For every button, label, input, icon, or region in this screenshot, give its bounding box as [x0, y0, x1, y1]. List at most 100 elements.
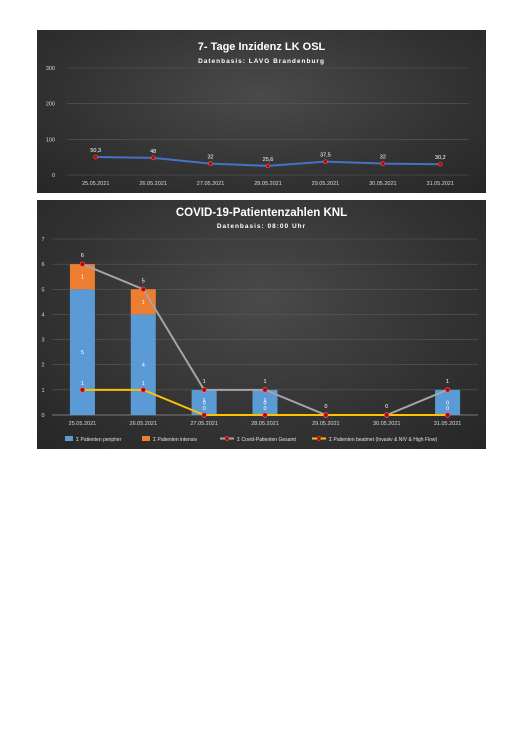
patients-line-label: 1 — [263, 379, 266, 385]
patients-line-point — [201, 412, 207, 418]
incidence-x-tick: 28.05.2021 — [254, 181, 282, 187]
patients-line-point — [79, 387, 86, 393]
patients-line-label: 1 — [81, 381, 84, 387]
patients-bar-label: 0 — [203, 400, 206, 406]
patients-line-point — [444, 412, 451, 418]
incidence-point — [150, 155, 156, 161]
patients-bar-label: 1 — [81, 275, 84, 281]
patients-legend: Σ Patienten peripher Σ Patienten intensiv… — [65, 436, 437, 443]
incidence-x-tick: 29.05.2021 — [312, 181, 340, 187]
patients-line-point — [323, 412, 329, 418]
patients-line-point — [140, 286, 146, 292]
incidence-data-label: 48 — [150, 149, 156, 155]
patients-bar-label: 1 — [142, 300, 145, 306]
patients-x-tick: 27.05.2021 — [190, 421, 218, 427]
patients-x-tick: 30.05.2021 — [373, 421, 401, 427]
patients-line-point — [384, 412, 390, 418]
incidence-chart: 7- Tage Inzidenz LK OSL Datenbasis: LAVG… — [46, 41, 469, 187]
patients-line-point — [201, 387, 207, 393]
legend-label: Σ Patienten peripher — [76, 437, 122, 443]
patients-line-point — [79, 261, 86, 267]
patients-y-tick: 1 — [41, 388, 44, 394]
incidence-data-label: 32 — [380, 155, 386, 161]
legend-marker — [224, 436, 230, 441]
patients-x-tick: 31.05.2021 — [434, 421, 462, 427]
patients-bar-label: 1 — [263, 398, 266, 404]
patients-line-point — [262, 387, 268, 393]
incidence-chart-panel: 7- Tage Inzidenz LK OSL Datenbasis: LAVG… — [37, 30, 486, 193]
incidence-data-label: 50,3 — [90, 148, 101, 154]
patients-y-tick: 3 — [41, 338, 44, 344]
patients-x-tick: 28.05.2021 — [251, 421, 279, 427]
patients-bar-segment — [69, 289, 95, 415]
incidence-chart-title: 7- Tage Inzidenz LK OSL — [198, 41, 326, 53]
legend-label: Σ Covid-Patienten Gesamt — [237, 437, 297, 443]
incidence-data-label: 25,6 — [263, 157, 274, 163]
patients-line-point — [262, 412, 268, 418]
patients-lines: 651 10 011 10 0 0 — [79, 253, 451, 418]
patients-x-ticks: 25.05.2021 26.05.2021 27.05.2021 28.05.2021… — [69, 421, 462, 427]
patients-y-tick: 4 — [41, 312, 44, 318]
patients-x-tick: 26.05.2021 — [130, 421, 158, 427]
patients-line-label: 0 — [446, 406, 449, 412]
patients-y-tick: 2 — [41, 363, 44, 369]
patients-line-label: 1 — [446, 379, 449, 385]
patients-bar-label: 0 — [446, 400, 449, 406]
legend-label: Σ Patienten beatmet (Invasiv & NIV & Hig… — [329, 437, 437, 443]
incidence-data-label: 37,5 — [320, 153, 331, 159]
incidence-data-label: 30,2 — [435, 155, 446, 161]
patients-x-tick: 29.05.2021 — [312, 421, 340, 427]
incidence-point — [93, 154, 98, 160]
patients-chart: COVID-19-Patientenzahlen KNL Datenbasis:… — [41, 207, 478, 443]
patients-chart-subtitle: Datenbasis: 08:00 Uhr — [217, 223, 306, 230]
incidence-chart-subtitle: Datenbasis: LAVG Brandenburg — [198, 58, 325, 65]
legend-swatch — [142, 436, 150, 441]
incidence-point — [323, 159, 328, 164]
incidence-y-ticks: 0 100 200 300 — [46, 66, 55, 179]
patients-line-point — [444, 387, 451, 393]
incidence-gridlines — [67, 67, 469, 176]
patients-x-tick: 25.05.2021 — [69, 421, 97, 427]
patients-y-tick: 6 — [41, 262, 44, 268]
patients-bar-label: 0 — [263, 400, 266, 406]
incidence-y-tick: 100 — [46, 137, 55, 143]
legend-label: Σ Patienten intensiv — [153, 437, 197, 443]
incidence-point — [208, 161, 213, 166]
patients-bar-label: 5 — [81, 350, 84, 356]
patients-line-label: 0 — [263, 406, 266, 412]
patients-line-point — [140, 387, 146, 393]
patients-y-tick: 7 — [41, 237, 44, 243]
patients-bar-segment — [130, 314, 156, 415]
incidence-point — [438, 161, 443, 167]
patients-line-label: 6 — [81, 253, 84, 259]
patients-chart-panel: COVID-19-Patientenzahlen KNL Datenbasis:… — [37, 200, 486, 449]
patients-y-tick: 5 — [41, 287, 44, 293]
patients-line-label: 0 — [385, 404, 388, 410]
incidence-data-label: 32 — [208, 155, 214, 161]
patients-line-label: 0 — [203, 406, 206, 412]
incidence-series: 50,3 48 32 25,6 37,5 32 30,2 — [90, 148, 446, 169]
incidence-y-tick: 300 — [46, 66, 55, 72]
patients-y-ticks: 0 1 2 3 4 5 6 7 — [41, 237, 44, 419]
patients-line-label: 5 — [142, 278, 145, 284]
legend-swatch — [65, 436, 73, 441]
patients-bar-label: 1 — [203, 398, 206, 404]
incidence-x-tick: 31.05.2021 — [427, 181, 455, 187]
incidence-x-tick: 26.05.2021 — [139, 181, 167, 187]
incidence-x-tick: 30.05.2021 — [369, 181, 397, 187]
patients-line-label: 0 — [324, 404, 327, 410]
legend-marker — [316, 436, 322, 441]
incidence-x-ticks: 25.05.2021 26.05.2021 27.05.2021 28.05.2021… — [82, 181, 454, 187]
incidence-y-tick: 200 — [46, 102, 55, 108]
patients-chart-title: COVID-19-Patientenzahlen KNL — [176, 207, 347, 219]
incidence-y-tick: 0 — [52, 173, 55, 179]
patients-y-tick: 0 — [41, 413, 44, 419]
incidence-x-tick: 27.05.2021 — [197, 181, 225, 187]
patients-bar-label: 4 — [142, 363, 145, 369]
patients-line-label: 1 — [142, 381, 145, 387]
incidence-point — [265, 163, 271, 169]
patients-line-label: 1 — [203, 379, 206, 385]
incidence-x-tick: 25.05.2021 — [82, 181, 110, 187]
incidence-point — [380, 161, 386, 166]
